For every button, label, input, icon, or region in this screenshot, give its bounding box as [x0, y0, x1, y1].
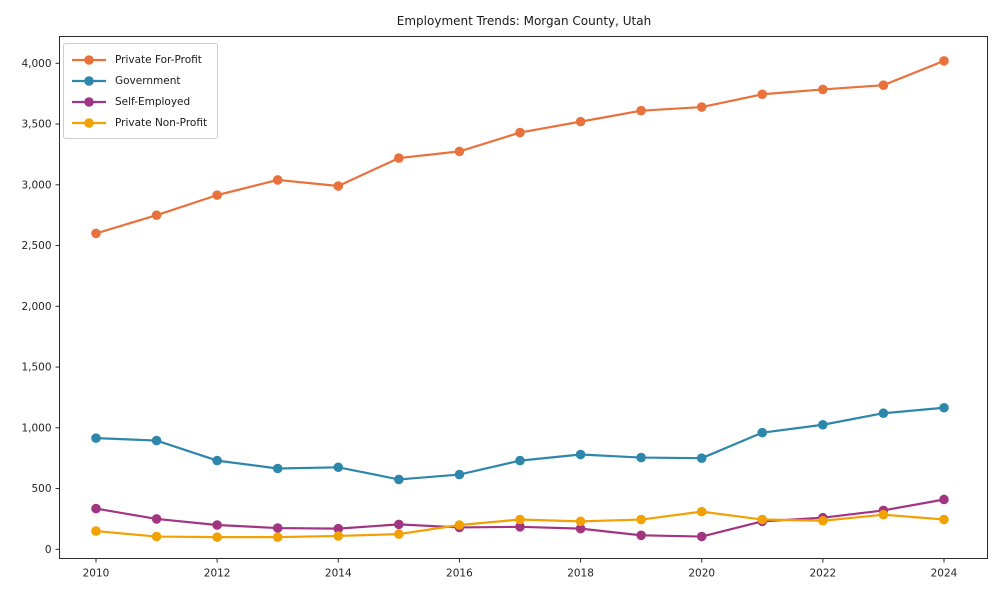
data-point-marker	[333, 523, 344, 534]
data-point-marker	[757, 514, 768, 525]
data-point-marker	[272, 463, 283, 474]
data-point-marker	[878, 408, 889, 419]
data-point-marker	[696, 506, 707, 517]
data-point-marker	[575, 449, 586, 460]
data-point-marker	[151, 210, 162, 220]
data-point-marker	[151, 514, 162, 524]
data-point-marker	[757, 89, 768, 100]
data-point-marker	[636, 514, 646, 525]
data-point-marker	[878, 80, 889, 90]
legend: Private For-Profit Government Self-Employe…	[63, 43, 219, 139]
data-point-marker	[333, 531, 344, 541]
legend-label: Self-Employed	[115, 95, 191, 108]
data-point-marker	[696, 453, 707, 463]
data-point-marker	[515, 514, 525, 525]
data-point-marker	[394, 474, 404, 485]
data-point-marker	[515, 127, 525, 138]
x-tick-label: 2014	[325, 568, 352, 580]
data-point-marker	[818, 84, 828, 95]
y-tick-label: 1,000	[21, 422, 51, 434]
data-point-marker	[818, 515, 828, 526]
data-point-marker	[515, 522, 525, 532]
y-tick-label: 2,500	[21, 240, 51, 252]
legend-swatch-line-marker-icon	[72, 75, 106, 86]
y-tick-label: 0	[45, 544, 52, 556]
data-point-marker	[91, 503, 101, 514]
data-point-marker	[212, 532, 222, 542]
legend-swatch-line-marker-icon	[72, 54, 106, 65]
x-tick-label: 2012	[204, 568, 231, 580]
y-tick-label: 2,000	[21, 301, 51, 313]
series-government	[91, 402, 949, 485]
data-point-marker	[636, 105, 646, 116]
data-point-marker	[575, 116, 586, 127]
data-point-marker	[91, 526, 101, 536]
x-tick-label: 2010	[83, 568, 110, 580]
data-point-marker	[272, 175, 283, 185]
series-line-government	[94, 406, 946, 481]
data-point-marker	[212, 190, 222, 200]
data-point-marker	[394, 519, 404, 530]
data-point-marker	[333, 462, 344, 473]
y-tick-label: 3,500	[21, 119, 51, 131]
series-private-non-profit	[91, 506, 949, 542]
data-point-marker	[151, 531, 162, 542]
y-tick-label: 3,000	[21, 179, 51, 191]
data-point-marker	[454, 520, 465, 530]
x-tick-label: 2024	[931, 568, 958, 580]
legend-label: Government	[115, 74, 181, 87]
data-point-marker	[878, 509, 889, 520]
data-point-marker	[212, 455, 222, 466]
data-point-marker	[818, 419, 828, 430]
legend-item: Government	[71, 70, 207, 91]
x-tick-label: 2022	[809, 568, 836, 580]
data-point-marker	[151, 435, 162, 446]
data-point-marker	[454, 469, 465, 480]
data-point-marker	[333, 181, 344, 191]
data-point-marker	[454, 146, 465, 157]
y-axis: 0 500 1,000 1,500 2,000 2,500 3,000 3,500 4,000	[21, 58, 60, 556]
series-line-private-for-profit	[94, 59, 946, 235]
data-point-marker	[696, 102, 707, 112]
data-point-marker	[91, 228, 101, 239]
data-point-marker	[636, 530, 646, 541]
legend-label: Private For-Profit	[115, 53, 202, 66]
data-point-marker	[575, 516, 586, 527]
data-point-marker	[939, 494, 949, 505]
chart-title: Employment Trends: Morgan County, Utah	[396, 14, 652, 28]
y-tick-label: 500	[31, 483, 51, 495]
data-point-marker	[696, 531, 707, 542]
data-point-marker	[636, 452, 646, 463]
x-tick-label: 2020	[688, 568, 715, 580]
data-point-marker	[575, 523, 586, 534]
data-point-marker	[212, 520, 222, 530]
x-tick-label: 2016	[446, 568, 473, 580]
x-tick-label: 2018	[567, 568, 594, 580]
data-point-marker	[757, 427, 768, 438]
axes-frame	[59, 36, 988, 559]
legend-item: Private Non-Profit	[71, 112, 207, 133]
legend-item: Self-Employed	[71, 91, 207, 112]
series-private-for-profit	[91, 56, 949, 239]
y-tick-label: 4,000	[21, 58, 51, 70]
legend-label: Private Non-Profit	[115, 116, 208, 129]
x-axis: 2010 2012 2014 2016 2018 2020 2022 2024	[83, 558, 958, 580]
data-point-marker	[394, 153, 404, 163]
data-point-marker	[515, 455, 525, 466]
data-point-marker	[272, 532, 283, 542]
data-point-marker	[939, 56, 949, 66]
data-point-marker	[939, 514, 949, 525]
data-point-marker	[272, 523, 283, 533]
legend-item: Private For-Profit	[71, 49, 207, 70]
legend-swatch-line-marker-icon	[72, 117, 106, 128]
data-point-marker	[939, 402, 949, 413]
data-point-marker	[91, 433, 101, 443]
legend-swatch-line-marker-icon	[72, 96, 106, 107]
data-point-marker	[394, 529, 404, 539]
y-tick-label: 1,500	[21, 362, 51, 374]
